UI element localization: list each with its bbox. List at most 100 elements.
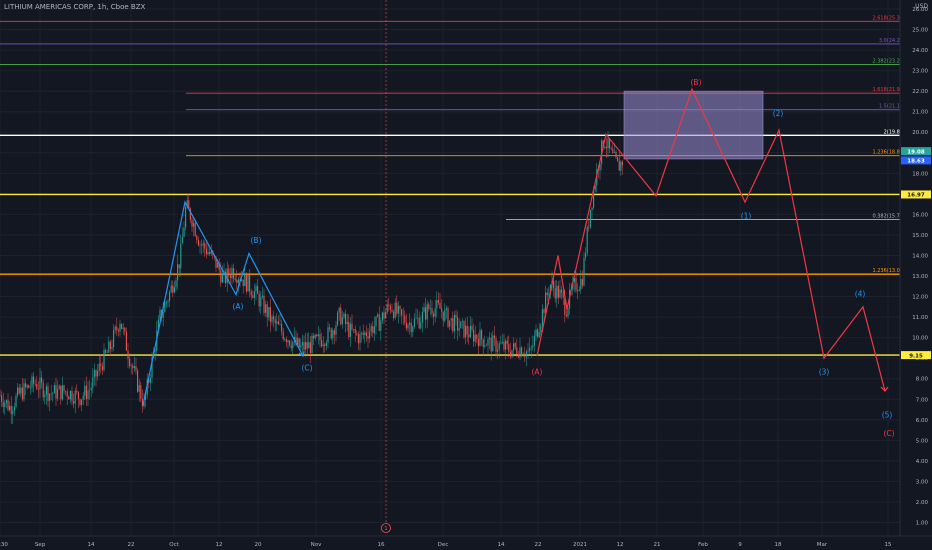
candle-body <box>452 318 454 332</box>
candle-body <box>586 227 588 254</box>
candle-body <box>164 303 166 313</box>
candle-body <box>89 390 91 391</box>
candle-body <box>319 334 321 341</box>
candle-body <box>116 326 118 330</box>
candle-body <box>265 304 267 313</box>
candle-body <box>1 395 3 402</box>
candle-body <box>298 338 300 348</box>
time-tick-label: 21 <box>654 542 661 548</box>
candle-body <box>396 302 398 314</box>
candle-body <box>25 383 27 388</box>
wave-label: (1) <box>741 212 752 221</box>
candle-body <box>169 292 171 301</box>
candle-body <box>458 328 460 331</box>
candle-body <box>266 304 268 318</box>
candle-body <box>119 323 121 332</box>
candle-body <box>578 289 580 291</box>
candle-body <box>132 365 134 369</box>
candle-body <box>585 253 587 258</box>
candle-body <box>575 277 577 291</box>
candle-body <box>82 395 84 400</box>
wave-label: (A) <box>233 302 244 311</box>
candle-body <box>87 390 89 399</box>
candle-body <box>207 252 209 255</box>
candle-body <box>193 222 195 227</box>
candle-body <box>345 313 347 325</box>
candle-body <box>501 341 503 344</box>
time-tick-label: 14 <box>498 542 505 548</box>
candle-body <box>533 335 535 346</box>
candle-body <box>2 401 4 407</box>
candle-body <box>346 322 348 325</box>
candle-body <box>554 288 556 299</box>
candle-body <box>47 386 49 401</box>
candle-body <box>583 257 585 286</box>
candle-body <box>252 295 254 298</box>
candle-body <box>250 291 252 296</box>
candle-body <box>567 308 569 317</box>
price-axis[interactable]: 26.0025.0024.0023.0022.0021.0020.0019.00… <box>899 0 932 550</box>
time-tick-label: Nov <box>311 542 322 548</box>
candle-body <box>141 398 143 407</box>
candle-body <box>85 385 87 399</box>
time-tick-label: 09:30 <box>0 542 8 548</box>
candle-body <box>57 389 59 399</box>
candle-body <box>607 138 609 149</box>
candle-body <box>509 351 511 357</box>
candle-body <box>202 243 204 246</box>
candle-body <box>65 391 67 392</box>
candle-body <box>610 148 612 150</box>
candle-body <box>157 319 159 331</box>
candle-body <box>503 341 505 350</box>
time-tick-label: Dec <box>438 542 449 548</box>
candle-body <box>505 340 507 350</box>
candle-body <box>401 309 403 315</box>
candle-body <box>335 325 337 335</box>
candle-body <box>559 289 561 298</box>
wave-label: (C) <box>301 364 312 373</box>
candle-body <box>100 363 102 366</box>
candle-body <box>329 327 331 329</box>
time-tick-label: 20 <box>255 542 262 548</box>
candle-body <box>553 281 555 289</box>
candle-body <box>39 377 41 390</box>
candle-body <box>588 227 590 228</box>
candle-body <box>289 340 291 346</box>
candle-body <box>0 395 1 396</box>
candle-body <box>233 268 235 279</box>
candle-body <box>205 248 207 255</box>
candle-body <box>138 385 140 392</box>
candle-body <box>449 320 451 327</box>
candle-body <box>506 340 508 344</box>
candle-body <box>591 207 593 211</box>
candle-body <box>445 308 447 310</box>
candle-body <box>210 251 212 254</box>
candle-body <box>378 314 380 331</box>
candle-body <box>194 222 196 236</box>
time-axis[interactable]: 09:30 Sep 14 22 Oct 12 20 Nov 16 Dec 14 22 2021 12 21 F… <box>0 535 932 548</box>
candle-body <box>17 387 19 396</box>
price-tick-label: 4.00 <box>916 459 929 465</box>
candle-body <box>79 399 81 405</box>
candle-body <box>218 262 220 271</box>
candle-body <box>604 146 606 148</box>
candle-body <box>125 331 127 351</box>
candle-body <box>173 287 175 293</box>
candle-body <box>460 321 462 329</box>
candle-body <box>613 152 615 153</box>
candle-body <box>453 315 455 332</box>
wave-label: (B) <box>691 78 702 87</box>
candle-body <box>399 306 401 310</box>
candle-body <box>13 406 15 411</box>
candle-body <box>23 383 25 400</box>
candle-body <box>231 268 233 279</box>
candle-body <box>517 354 519 358</box>
candle-body <box>81 399 83 405</box>
price-tick-label: 16.00 <box>912 212 928 218</box>
candle-body <box>5 400 7 403</box>
candle-body <box>284 339 286 340</box>
candle-body <box>263 295 265 313</box>
candle-body <box>93 369 95 378</box>
candle-body <box>10 405 12 415</box>
